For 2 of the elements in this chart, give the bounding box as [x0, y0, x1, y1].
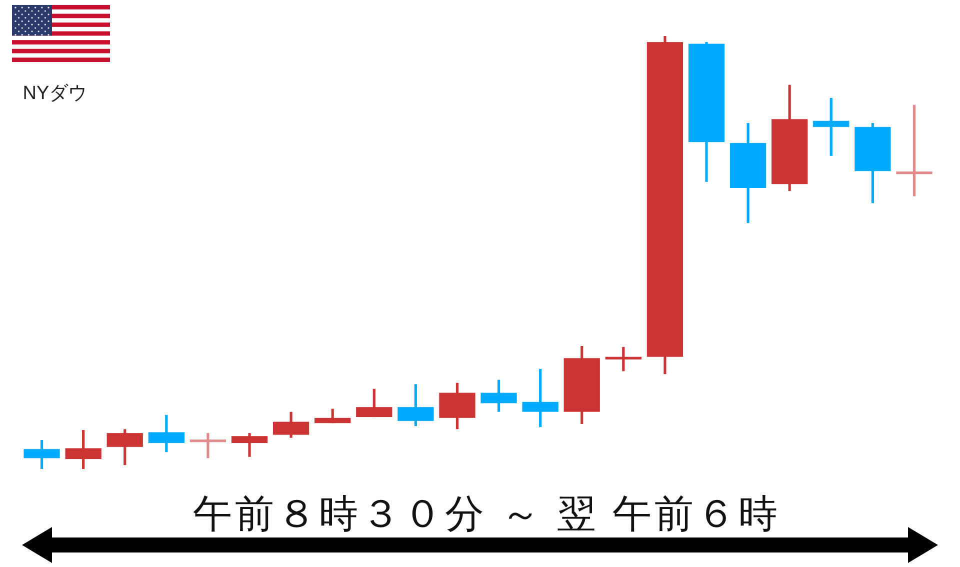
- title: NYダウ: [22, 83, 88, 104]
- xlabel: 午前８時３０分 ～ 翌 午前６時: [193, 493, 781, 536]
